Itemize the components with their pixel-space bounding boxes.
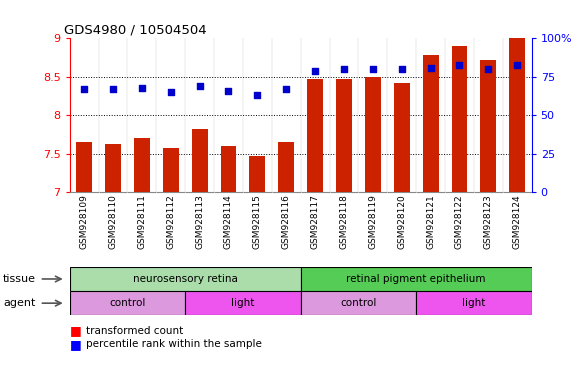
Bar xyxy=(105,144,121,192)
Text: GSM928112: GSM928112 xyxy=(166,194,175,249)
Bar xyxy=(509,38,525,192)
Bar xyxy=(76,142,92,192)
Point xyxy=(253,92,262,98)
Text: GSM928121: GSM928121 xyxy=(426,194,435,249)
Text: GSM928110: GSM928110 xyxy=(109,194,117,249)
Text: tissue: tissue xyxy=(3,274,36,284)
Text: GSM928119: GSM928119 xyxy=(368,194,377,249)
Text: neurosensory retina: neurosensory retina xyxy=(132,274,238,284)
Text: percentile rank within the sample: percentile rank within the sample xyxy=(86,339,262,349)
Text: GSM928123: GSM928123 xyxy=(484,194,493,249)
Bar xyxy=(163,148,179,192)
Text: GSM928124: GSM928124 xyxy=(512,194,522,249)
Text: retinal pigment epithelium: retinal pigment epithelium xyxy=(346,274,486,284)
Text: GSM928114: GSM928114 xyxy=(224,194,233,249)
Bar xyxy=(422,55,439,192)
Point xyxy=(282,86,291,92)
Point xyxy=(310,68,320,74)
Bar xyxy=(278,142,294,192)
Point xyxy=(483,66,493,72)
Point xyxy=(397,66,406,72)
Text: light: light xyxy=(462,298,486,308)
Bar xyxy=(301,267,532,291)
Bar xyxy=(70,267,301,291)
Text: ■: ■ xyxy=(70,338,81,351)
Point xyxy=(137,84,146,91)
Text: ■: ■ xyxy=(70,324,81,337)
Bar xyxy=(134,138,150,192)
Point xyxy=(339,66,349,72)
Bar xyxy=(221,146,236,192)
Text: GSM928120: GSM928120 xyxy=(397,194,406,249)
Bar xyxy=(70,291,185,315)
Point xyxy=(80,86,89,92)
Point xyxy=(426,65,435,71)
Point xyxy=(455,61,464,68)
Text: GSM928115: GSM928115 xyxy=(253,194,262,249)
Point xyxy=(368,66,378,72)
Bar xyxy=(451,46,467,192)
Bar xyxy=(336,79,352,192)
Point xyxy=(166,89,175,95)
Text: control: control xyxy=(109,298,146,308)
Bar xyxy=(301,291,416,315)
Bar xyxy=(192,129,207,192)
Point xyxy=(195,83,205,89)
Bar xyxy=(365,77,381,192)
Point xyxy=(109,86,118,92)
Text: light: light xyxy=(231,298,254,308)
Bar xyxy=(307,79,323,192)
Point xyxy=(512,61,522,68)
Text: agent: agent xyxy=(3,298,35,308)
Point xyxy=(224,88,233,94)
Bar xyxy=(480,60,496,192)
Bar xyxy=(416,291,532,315)
Text: GSM928113: GSM928113 xyxy=(195,194,204,249)
Text: GDS4980 / 10504504: GDS4980 / 10504504 xyxy=(64,23,206,36)
Text: GSM928116: GSM928116 xyxy=(282,194,290,249)
Text: GSM928118: GSM928118 xyxy=(339,194,349,249)
Text: GSM928117: GSM928117 xyxy=(311,194,320,249)
Text: transformed count: transformed count xyxy=(86,326,183,336)
Text: GSM928111: GSM928111 xyxy=(137,194,146,249)
Text: GSM928109: GSM928109 xyxy=(80,194,89,249)
Text: control: control xyxy=(340,298,376,308)
Bar xyxy=(185,291,301,315)
Bar xyxy=(249,156,266,192)
Text: GSM928122: GSM928122 xyxy=(455,194,464,249)
Bar xyxy=(394,83,410,192)
